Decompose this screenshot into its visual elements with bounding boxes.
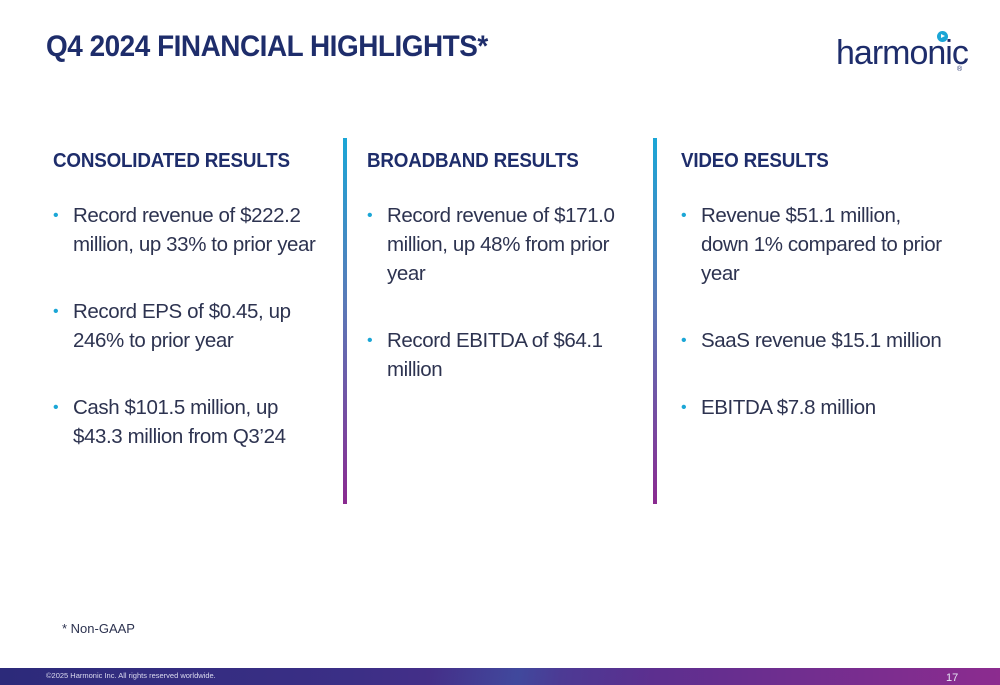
bullet-dot-icon: • bbox=[53, 207, 59, 224]
footnote: * Non-GAAP bbox=[62, 621, 135, 636]
bullet-dot-icon: • bbox=[681, 332, 687, 349]
copyright-text: ©2025 Harmonic Inc. All rights reserved … bbox=[46, 671, 216, 680]
bullet-list: • Record revenue of $171.0 million, up 48… bbox=[367, 201, 637, 384]
column-video-results: VIDEO RESULTS • Revenue $51.1 million, do… bbox=[681, 150, 951, 460]
bullet-dot-icon: • bbox=[53, 399, 59, 416]
footer-band bbox=[0, 668, 1000, 685]
bullet-text: Record EPS of $0.45, up 246% to prior ye… bbox=[73, 300, 291, 352]
logo-play-icon bbox=[937, 31, 948, 42]
bullet-text: Cash $101.5 million, up $43.3 million fr… bbox=[73, 396, 286, 448]
bullet-dot-icon: • bbox=[367, 332, 373, 349]
harmonic-logo-icon: harmonic ® bbox=[836, 30, 969, 80]
list-item: • Cash $101.5 million, up $43.3 million f… bbox=[53, 393, 323, 451]
bullet-text: EBITDA $7.8 million bbox=[701, 396, 876, 419]
bullet-dot-icon: • bbox=[681, 207, 687, 224]
page-number: 17 bbox=[946, 672, 959, 684]
column-broadband-results: BROADBAND RESULTS • Record revenue of $17… bbox=[367, 150, 637, 422]
slide-title: Q4 2024 FINANCIAL HIGHLIGHTS* bbox=[46, 30, 488, 63]
column-divider bbox=[343, 138, 347, 504]
list-item: • Record EPS of $0.45, up 246% to prior y… bbox=[53, 297, 323, 355]
bullet-text: SaaS revenue $15.1 million bbox=[701, 329, 942, 352]
list-item: • Record EBITDA of $64.1 million bbox=[367, 326, 637, 384]
bullet-text: Record revenue of $171.0 million, up 48%… bbox=[387, 204, 615, 285]
list-item: • SaaS revenue $15.1 million bbox=[681, 326, 951, 355]
list-item: • Record revenue of $171.0 million, up 48… bbox=[367, 201, 637, 288]
list-item: • Record revenue of $222.2 million, up 33… bbox=[53, 201, 323, 259]
column-heading: BROADBAND RESULTS bbox=[367, 150, 579, 172]
bullet-list: • Revenue $51.1 million, down 1% compared… bbox=[681, 201, 951, 422]
column-heading: VIDEO RESULTS bbox=[681, 150, 829, 172]
column-consolidated-results: CONSOLIDATED RESULTS • Record revenue of … bbox=[53, 150, 323, 489]
logo-registered-mark: ® bbox=[957, 66, 963, 73]
bullet-list: • Record revenue of $222.2 million, up 33… bbox=[53, 201, 323, 451]
bullet-text: Revenue $51.1 million, down 1% compared … bbox=[701, 204, 942, 285]
bullet-text: Record revenue of $222.2 million, up 33%… bbox=[73, 204, 316, 256]
list-item: • EBITDA $7.8 million bbox=[681, 393, 951, 422]
column-divider bbox=[653, 138, 657, 504]
logo-text: harmonic bbox=[836, 34, 969, 72]
bullet-dot-icon: • bbox=[53, 303, 59, 320]
column-heading: CONSOLIDATED RESULTS bbox=[53, 150, 290, 172]
list-item: • Revenue $51.1 million, down 1% compared… bbox=[681, 201, 951, 288]
bullet-dot-icon: • bbox=[681, 399, 687, 416]
bullet-dot-icon: • bbox=[367, 207, 373, 224]
bullet-text: Record EBITDA of $64.1 million bbox=[387, 329, 603, 381]
